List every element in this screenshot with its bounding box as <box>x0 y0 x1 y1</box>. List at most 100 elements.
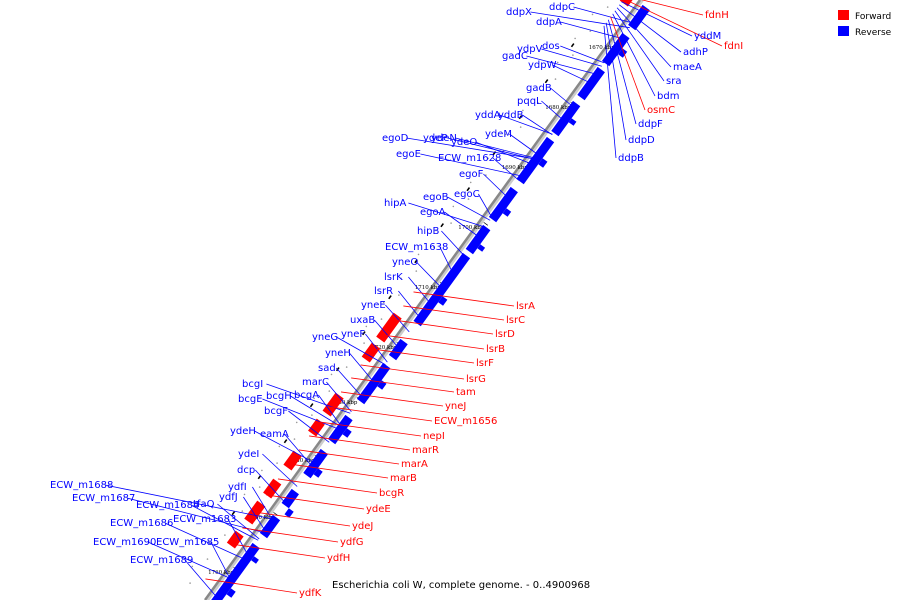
leader-line-top <box>612 13 656 97</box>
minor-feature-dash <box>362 331 366 336</box>
gene-label-reverse: dos <box>542 41 560 52</box>
reverse-feature-small <box>477 244 486 252</box>
minor-feature-dot <box>330 373 333 376</box>
minor-feature-dot <box>452 205 455 208</box>
minor-feature-dash <box>283 439 288 444</box>
gene-label-forward: tam <box>456 387 476 398</box>
minor-feature-dot <box>380 318 383 320</box>
gene-label-reverse: yneF <box>341 329 365 340</box>
leader-line-forward <box>253 511 351 527</box>
leader-line-reverse <box>217 503 260 540</box>
leader-line-reverse <box>455 137 536 159</box>
scale-tick <box>483 222 488 226</box>
leader-line-reverse <box>541 48 602 67</box>
leader-line-forward <box>266 494 365 510</box>
gene-label-top: maeA <box>673 62 702 73</box>
reverse-feature-small <box>342 428 352 438</box>
leader-line-reverse <box>288 410 330 443</box>
gene-label-reverse: yneH <box>325 348 351 359</box>
minor-feature-dot <box>241 510 244 512</box>
gene-label-top: adhP <box>683 47 708 58</box>
leader-line-top <box>616 7 672 68</box>
gene-label-reverse: ydeP <box>423 133 447 144</box>
minor-feature-dot <box>400 277 402 280</box>
minor-feature-dot <box>591 13 594 16</box>
gene-label-reverse: ECW_m1684 <box>136 500 199 511</box>
gene-label-top: sra <box>666 76 681 87</box>
gene-label-forward: lsrG <box>466 374 486 385</box>
gene-label-reverse: lsrK <box>384 272 403 283</box>
reverse-feature-block <box>465 224 491 255</box>
reverse-feature-small <box>502 208 512 217</box>
genome-backbone <box>203 0 642 600</box>
minor-feature-dot <box>537 102 539 104</box>
reverse-feature-block <box>601 32 630 67</box>
gene-label-reverse: bcgE <box>238 394 263 405</box>
minor-feature-dot <box>348 349 350 352</box>
gene-label-forward: lsrF <box>476 358 494 369</box>
gene-label-reverse: bcgF <box>264 406 288 417</box>
leader-line-forward <box>319 421 422 437</box>
reverse-feature-block <box>327 414 353 445</box>
minor-feature-dot <box>191 565 194 568</box>
gene-label-reverse: egoA <box>420 207 446 218</box>
minor-feature-dot <box>519 126 522 128</box>
minor-feature-dash <box>570 43 575 48</box>
leader-line-reverse <box>444 211 479 237</box>
leader-line-reverse <box>483 173 508 198</box>
minor-feature-dot <box>224 534 226 536</box>
leader-line-reverse <box>441 230 465 257</box>
minor-feature-dot <box>276 462 278 464</box>
minor-feature-dot <box>261 469 263 472</box>
gene-label-reverse: ddpX <box>506 7 532 18</box>
gene-label-reverse: egoB <box>423 192 449 203</box>
reverse-feature-block <box>577 66 605 101</box>
minor-feature-dot <box>398 294 400 296</box>
gene-label-reverse: ddpC <box>549 2 575 13</box>
leader-line-reverse <box>447 196 491 221</box>
minor-feature-dash <box>388 295 392 300</box>
leader-line-reverse <box>326 381 352 412</box>
reverse-feature-block <box>413 252 471 327</box>
gene-label-reverse: ydfI <box>228 482 247 493</box>
leader-line-reverse <box>478 193 493 218</box>
gene-label-reverse: bcgA <box>294 390 319 401</box>
reverse-feature-small <box>438 296 448 306</box>
minor-feature-dot <box>435 229 437 232</box>
leader-line-reverse <box>560 21 623 39</box>
gene-label-reverse: yneO <box>392 257 418 268</box>
minor-feature-dot <box>589 30 592 32</box>
gene-label-top: yddM <box>694 31 721 42</box>
minor-feature-dot <box>415 270 418 272</box>
gene-label-reverse: ydfJ <box>219 492 238 503</box>
minor-feature-dot <box>243 493 246 496</box>
gene-label-reverse: tfaQ <box>193 499 215 510</box>
minor-feature-dot <box>278 445 281 448</box>
leader-line-top <box>605 22 627 141</box>
gene-label-forward: marR <box>412 445 439 456</box>
leader-line-forward <box>340 391 444 407</box>
minor-feature-dot <box>382 301 385 304</box>
gene-label-reverse: gadC <box>502 51 528 62</box>
reverse-feature-block <box>388 338 408 361</box>
leader-line-reverse <box>550 87 573 107</box>
reverse-feature-small <box>284 508 294 518</box>
legend-swatch-reverse <box>838 26 849 36</box>
leader-line-reverse <box>336 336 386 366</box>
gene-label-forward: ECW_m1656 <box>434 416 497 427</box>
leader-line-forward <box>351 377 455 393</box>
gene-label-top: osmC <box>647 105 675 116</box>
minor-feature-dot <box>469 181 472 184</box>
gene-label-reverse: pqqL <box>517 96 542 107</box>
gene-label-top: ddpB <box>618 153 644 164</box>
reverse-feature-block <box>356 362 391 405</box>
leader-line-reverse <box>210 541 231 580</box>
minor-feature-dot <box>467 198 470 200</box>
leader-line-reverse <box>416 261 442 288</box>
leader-line-reverse <box>349 352 374 382</box>
leader-line-reverse <box>255 469 286 504</box>
leader-line-reverse <box>541 100 564 121</box>
leader-line-reverse <box>147 541 231 579</box>
minor-feature-dash <box>309 403 314 408</box>
gene-label-reverse: marC <box>302 377 329 388</box>
